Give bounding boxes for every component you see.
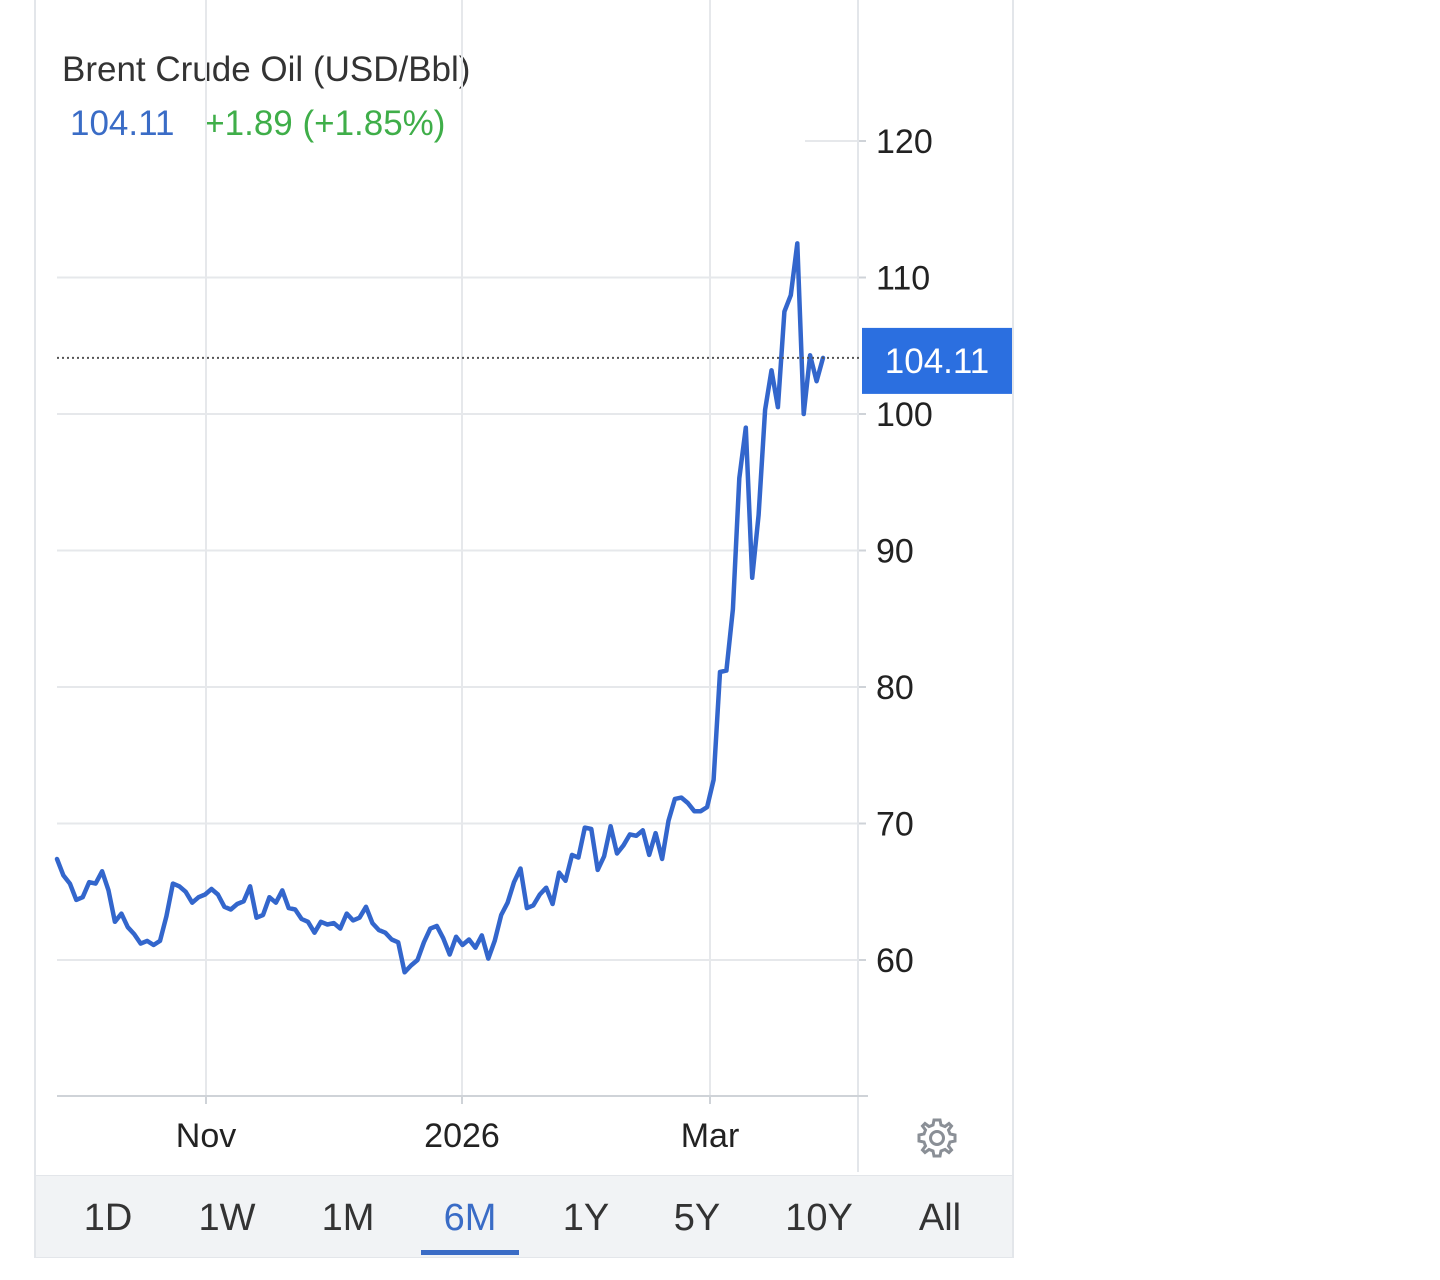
axes: 60 70 80 90 100 110 120 Nov 2026 Mar xyxy=(57,0,933,1172)
chart-card xyxy=(34,0,1014,1258)
last-price: 104.11 xyxy=(70,104,175,143)
series-line xyxy=(54,241,826,975)
tab-10y[interactable]: 10Y xyxy=(785,1197,853,1239)
last-price-tag xyxy=(862,327,1012,394)
tab-1m[interactable]: 1M xyxy=(321,1197,375,1239)
range-tabs: 1D 1W 1M 6M 1Y 5Y 10Y All xyxy=(36,1175,1012,1257)
price-tag-layer: 104.11 xyxy=(57,327,1012,394)
tab-5y[interactable]: 5Y xyxy=(673,1197,721,1239)
tab-1y[interactable]: 1Y xyxy=(562,1197,610,1239)
tab-1w[interactable]: 1W xyxy=(198,1197,256,1239)
settings-gear-icon[interactable] xyxy=(915,1116,959,1160)
last-price-tag-label: 104.11 xyxy=(885,342,989,381)
quote-line: 104.11 +1.89 (+1.85%) xyxy=(70,104,445,144)
y-tick-label: 90 xyxy=(876,533,914,571)
tab-6m[interactable]: 6M xyxy=(415,1176,525,1257)
price-chart[interactable]: 60 70 80 90 100 110 120 Nov 2026 Mar 104.11 xyxy=(0,0,1440,1175)
y-tick-label: 60 xyxy=(876,942,914,980)
tab-1d[interactable]: 1D xyxy=(83,1197,133,1239)
y-tick-label: 80 xyxy=(876,669,914,707)
y-tick-label: 70 xyxy=(876,806,914,844)
x-tick-label: Mar xyxy=(681,1117,740,1155)
x-tick-label: 2026 xyxy=(424,1117,500,1155)
grid-lines xyxy=(57,0,858,1096)
y-tick-label: 110 xyxy=(876,260,930,298)
tab-all[interactable]: All xyxy=(918,1197,962,1239)
price-change: +1.89 (+1.85%) xyxy=(204,104,446,143)
chart-title: Brent Crude Oil (USD/Bbl) xyxy=(62,50,471,89)
gear-icon xyxy=(917,1118,957,1158)
series-layer xyxy=(54,241,826,975)
x-tick-label: Nov xyxy=(176,1117,236,1155)
y-tick-label: 120 xyxy=(876,123,933,161)
y-tick-label: 100 xyxy=(876,396,933,434)
